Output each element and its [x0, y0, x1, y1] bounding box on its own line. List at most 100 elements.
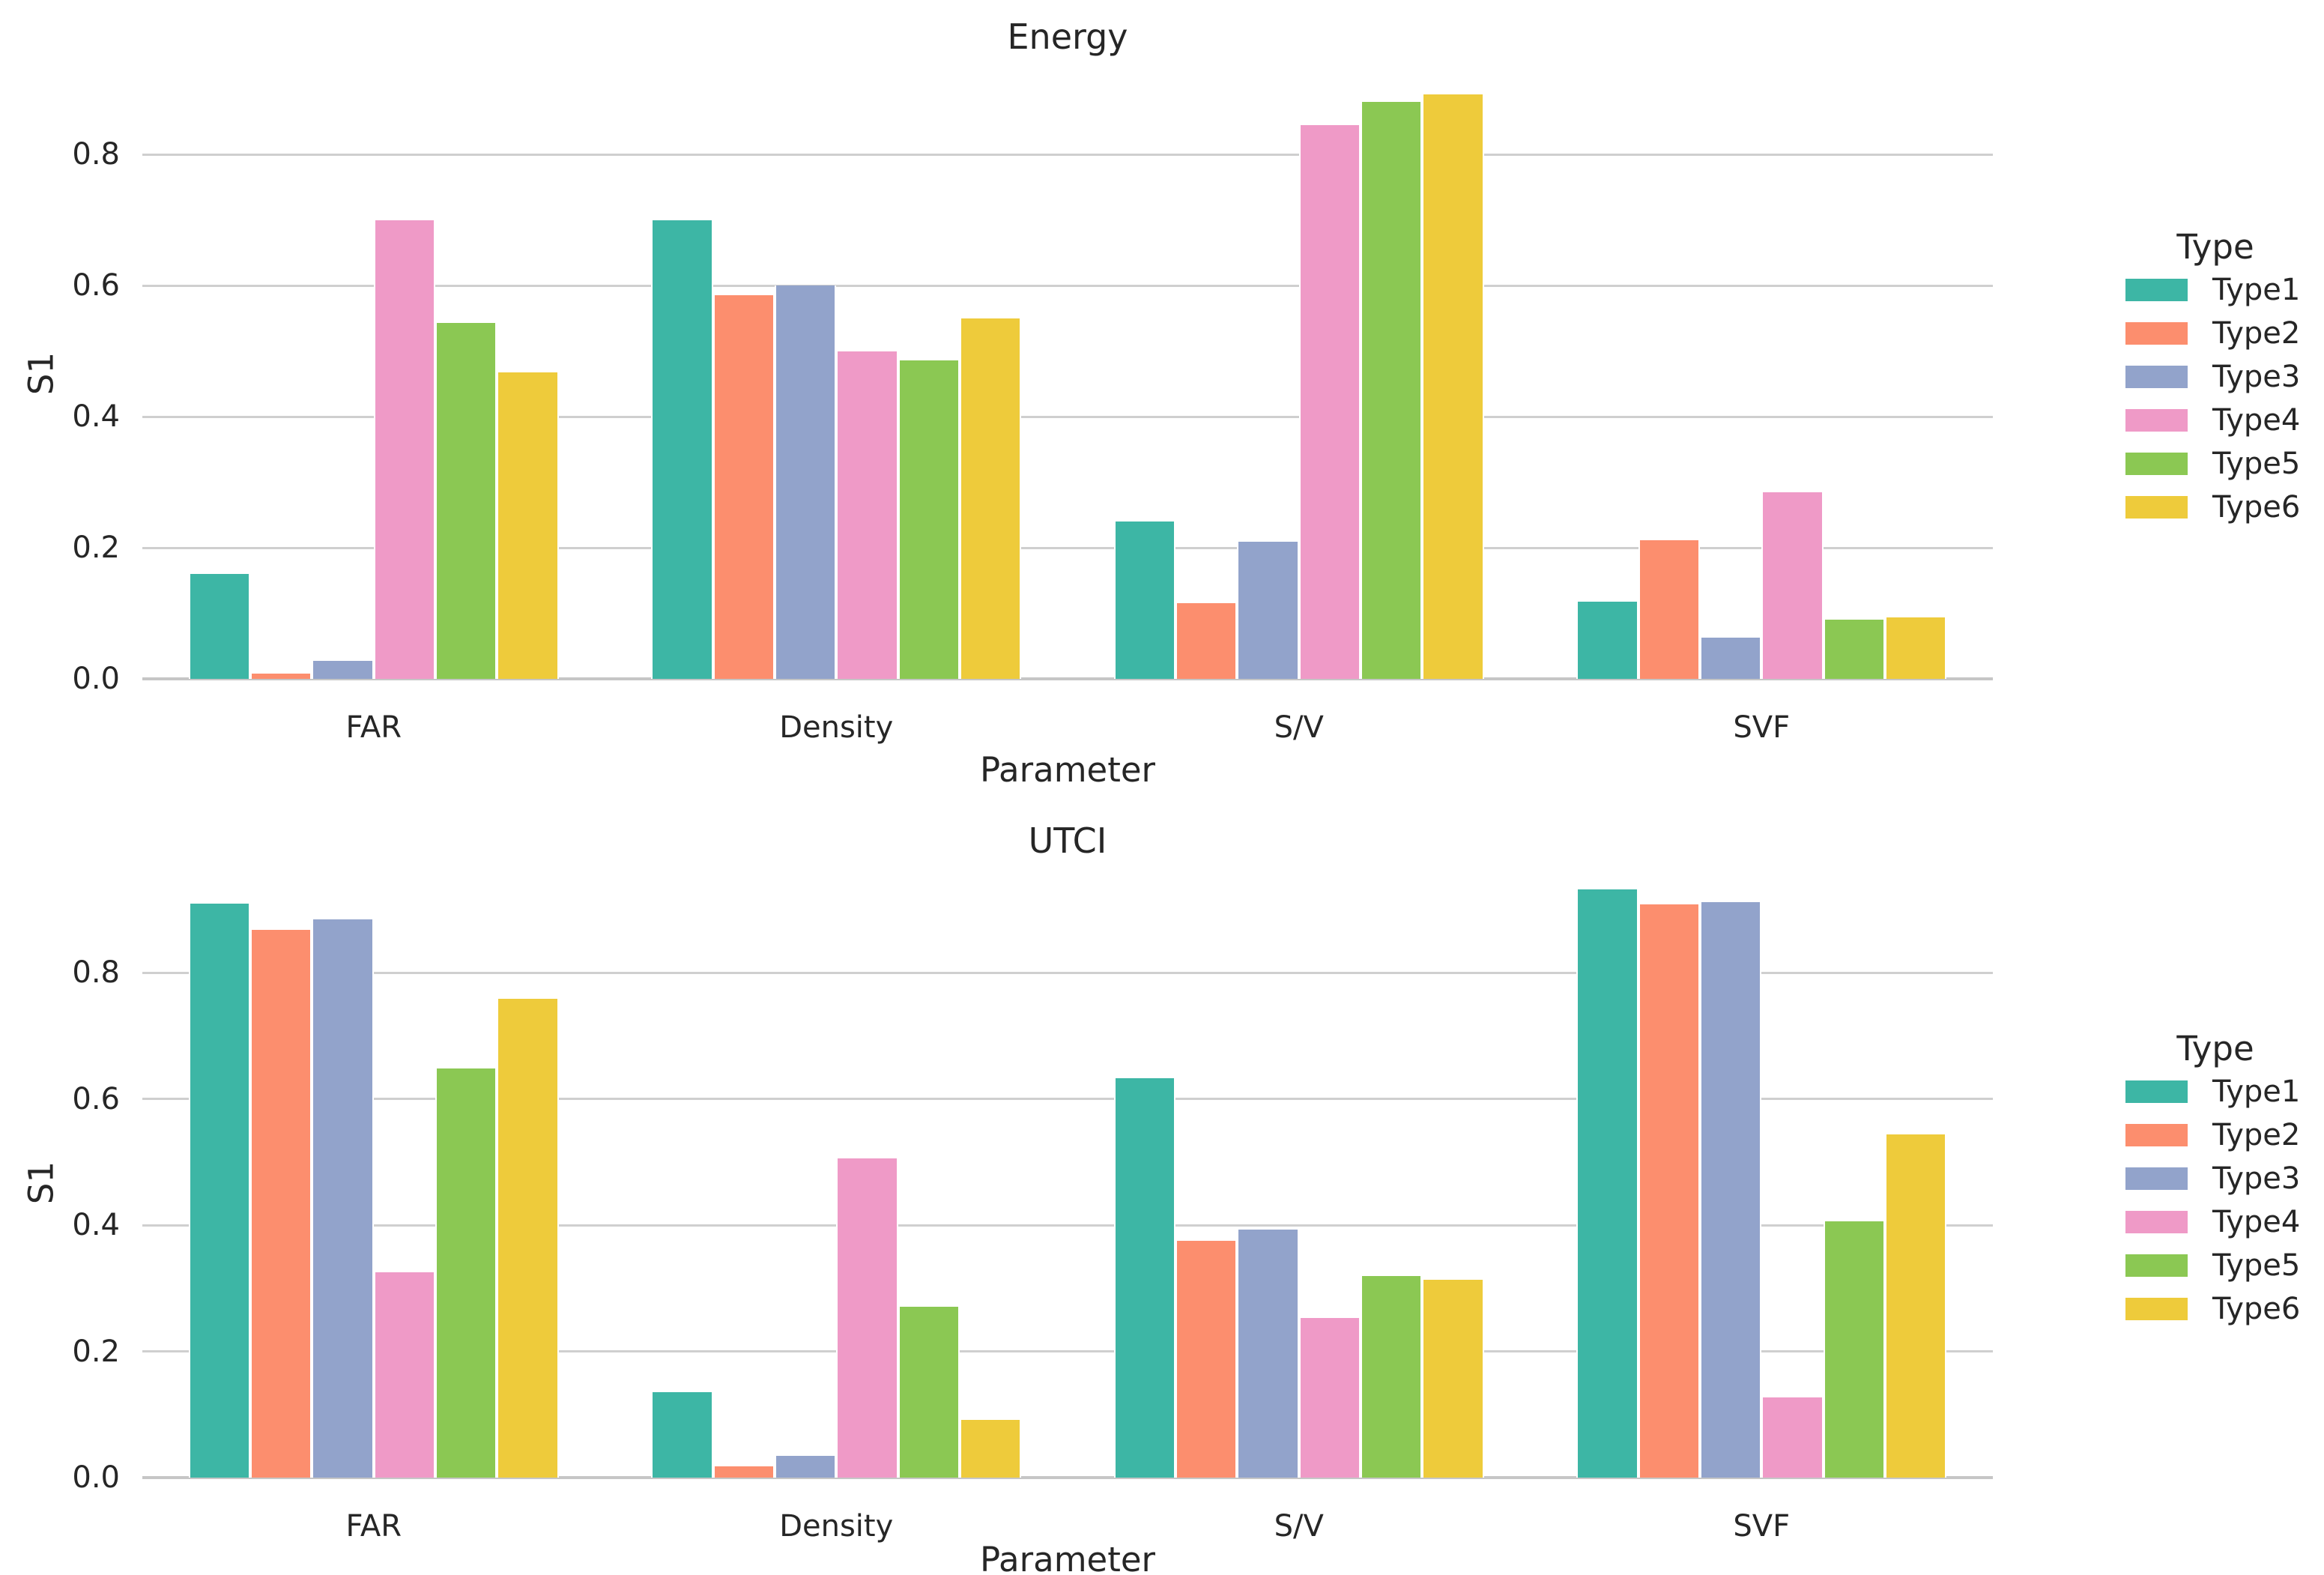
legend-swatch-type2 — [2125, 322, 2188, 345]
x-tick-label: SVF — [1733, 710, 1791, 745]
bar-sv-type2 — [1175, 602, 1238, 679]
bar-svf-type5 — [1823, 620, 1885, 679]
bar-svf-type1 — [1576, 601, 1638, 679]
bar-sv-type4 — [1298, 124, 1361, 679]
bar-far-type1 — [188, 574, 251, 679]
legend-label-type4: Type4 — [2212, 1205, 2301, 1239]
bar-sv-type4 — [1298, 1317, 1361, 1478]
x-tick-label: Density — [779, 710, 894, 745]
legend-label-type6: Type6 — [2212, 1292, 2301, 1326]
legend-swatch-type4 — [2125, 1211, 2188, 1233]
x-tick-label: S/V — [1274, 1509, 1324, 1544]
legend-swatch-type6 — [2125, 1298, 2188, 1320]
bar-sv-type6 — [1422, 94, 1484, 679]
y-tick-label: 0.6 — [72, 1081, 120, 1116]
bar-density-type3 — [774, 285, 837, 679]
y-tick-label: 0.4 — [72, 1208, 120, 1243]
x-tick-label: SVF — [1733, 1509, 1791, 1544]
bar-density-type3 — [774, 1455, 837, 1478]
gridline — [142, 1224, 1993, 1227]
gridline — [142, 1350, 1993, 1353]
bar-sv-type5 — [1361, 102, 1423, 679]
legend-label-type5: Type5 — [2212, 447, 2301, 481]
bar-sv-type3 — [1237, 542, 1299, 679]
bar-svf-type2 — [1638, 540, 1700, 679]
bar-density-type6 — [959, 1420, 1022, 1478]
legend-label-type4: Type4 — [2212, 403, 2301, 438]
bar-density-type2 — [712, 295, 775, 679]
bar-density-type5 — [898, 360, 960, 679]
chart-title-energy: Energy — [1007, 16, 1128, 57]
bar-svf-type2 — [1638, 904, 1700, 1478]
legend-title: Type — [2176, 1029, 2254, 1068]
bar-svf-type4 — [1761, 492, 1824, 679]
x-axis-label-energy: Parameter — [979, 750, 1156, 790]
legend-swatch-type3 — [2125, 1167, 2188, 1190]
bar-density-type4 — [836, 1158, 898, 1478]
legend-label-type5: Type5 — [2212, 1248, 2301, 1283]
bar-svf-type3 — [1699, 902, 1762, 1478]
bar-far-type2 — [250, 930, 312, 1478]
x-tick-label: FAR — [345, 1509, 402, 1544]
y-tick-label: 0.0 — [72, 1460, 120, 1495]
x-axis-line — [142, 677, 1993, 680]
legend-label-type3: Type3 — [2212, 1161, 2301, 1196]
y-tick-label: 0.8 — [72, 955, 120, 991]
legend-label-type2: Type2 — [2212, 316, 2301, 351]
y-axis-label-energy: S1 — [21, 351, 61, 396]
bar-far-type1 — [188, 903, 251, 1478]
legend-label-type3: Type3 — [2212, 360, 2301, 394]
bar-svf-type3 — [1699, 637, 1762, 679]
bar-sv-type2 — [1175, 1241, 1238, 1478]
legend-title: Type — [2176, 227, 2254, 267]
legend-swatch-type6 — [2125, 496, 2188, 519]
gridline — [142, 546, 1993, 549]
bar-far-type6 — [497, 372, 559, 679]
legend-swatch-type5 — [2125, 453, 2188, 475]
x-axis-label-utci: Parameter — [979, 1540, 1156, 1575]
bar-density-type4 — [836, 351, 898, 679]
bar-far-type3 — [312, 919, 374, 1478]
chart-title-utci: UTCI — [1028, 820, 1107, 861]
bar-svf-type6 — [1884, 617, 1947, 679]
legend-label-type1: Type1 — [2212, 1074, 2301, 1109]
bar-density-type1 — [651, 220, 713, 679]
bar-density-type6 — [959, 318, 1022, 679]
bar-svf-type1 — [1576, 889, 1638, 1478]
bar-svf-type4 — [1761, 1397, 1824, 1478]
bar-sv-type1 — [1113, 522, 1176, 679]
y-tick-label: 0.6 — [72, 268, 120, 303]
gridline — [142, 284, 1993, 287]
gridline — [142, 1098, 1993, 1101]
legend-swatch-type5 — [2125, 1254, 2188, 1277]
bar-far-type4 — [373, 220, 436, 679]
bar-sv-type3 — [1237, 1230, 1299, 1478]
bar-sv-type6 — [1422, 1279, 1484, 1478]
bar-far-type5 — [435, 1068, 497, 1478]
y-tick-label: 0.2 — [72, 1334, 120, 1369]
x-axis-line — [142, 1476, 1993, 1479]
x-tick-label: Density — [779, 1509, 894, 1544]
legend-label-type2: Type2 — [2212, 1118, 2301, 1152]
y-tick-label: 0.0 — [72, 662, 120, 696]
gridline — [142, 153, 1993, 156]
bar-svf-type6 — [1884, 1134, 1947, 1478]
legend-swatch-type1 — [2125, 1080, 2188, 1103]
bar-far-type4 — [373, 1272, 436, 1478]
gridline — [142, 415, 1993, 418]
bar-density-type1 — [651, 1392, 713, 1478]
bar-sv-type5 — [1361, 1275, 1423, 1478]
legend-label-type1: Type1 — [2212, 273, 2301, 307]
y-axis-label-utci: S1 — [21, 1161, 61, 1205]
bar-density-type5 — [898, 1306, 960, 1478]
bar-sv-type1 — [1113, 1078, 1176, 1478]
legend-swatch-type3 — [2125, 366, 2188, 388]
bar-far-type2 — [250, 674, 312, 679]
legend-swatch-type4 — [2125, 409, 2188, 432]
legend-swatch-type1 — [2125, 279, 2188, 301]
bar-far-type5 — [435, 322, 497, 679]
x-tick-label: FAR — [345, 710, 402, 745]
x-tick-label: S/V — [1274, 710, 1324, 745]
gridline — [142, 971, 1993, 974]
